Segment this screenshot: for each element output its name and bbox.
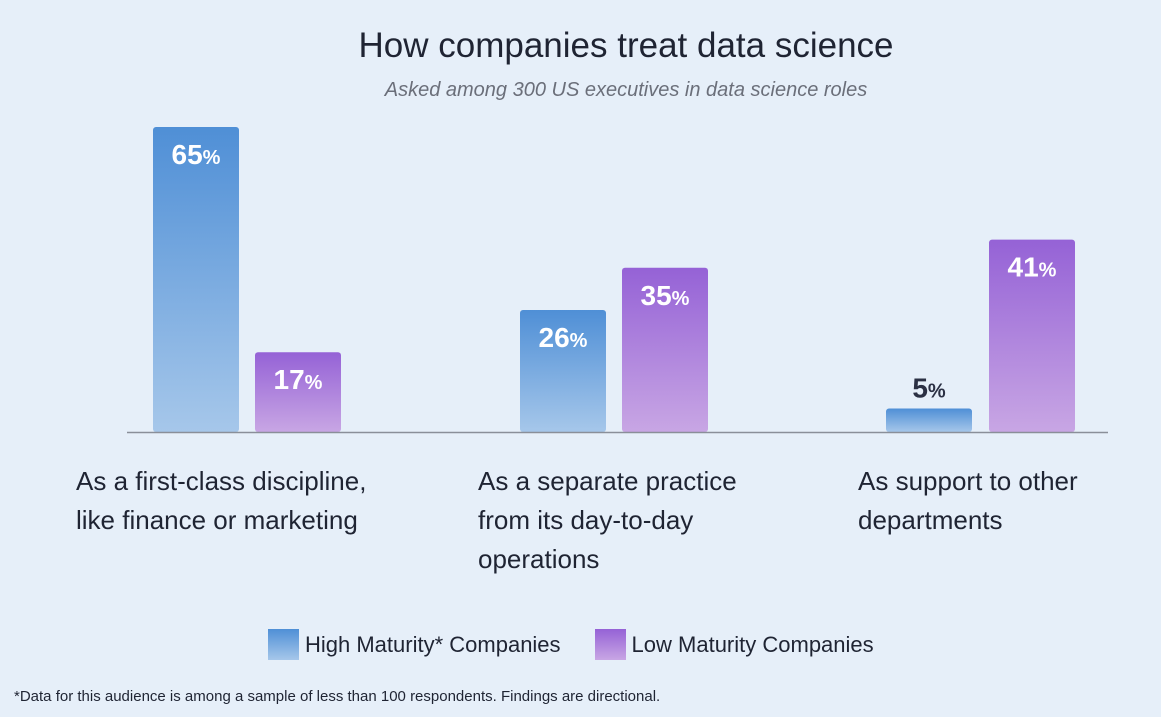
category-label-line: As a separate practice xyxy=(478,466,737,496)
data-label-low-maturity-1: 35% xyxy=(641,280,690,311)
data-label-high-maturity-0: 65% xyxy=(172,139,221,170)
category-label-line: As support to other xyxy=(858,466,1078,496)
data-label-low-maturity-2: 41% xyxy=(1008,252,1057,283)
category-label-line: As a first-class discipline, xyxy=(76,466,367,496)
category-label-0: As a first-class discipline, like financ… xyxy=(76,462,366,540)
bar-low-maturity-1 xyxy=(622,267,708,432)
bar-high-maturity-1 xyxy=(520,310,606,432)
category-label-1: As a separate practice from its day-to-d… xyxy=(478,462,737,579)
legend-swatch-low-maturity xyxy=(594,629,626,660)
chart-title: How companies treat data science xyxy=(358,26,894,65)
chart-subtitle: Asked among 300 US executives in data sc… xyxy=(384,79,868,101)
legend-label-high-maturity: High Maturity* Companies xyxy=(305,631,561,657)
category-label-2: As support to other departments xyxy=(858,462,1078,540)
footnote: *Data for this audience is among a sampl… xyxy=(14,688,661,705)
bar-low-maturity-2 xyxy=(989,239,1075,432)
category-label-line: departments xyxy=(858,505,1003,535)
data-label-low-maturity-0: 17% xyxy=(274,364,323,395)
bar-low-maturity-0 xyxy=(255,352,341,432)
data-label-high-maturity-1: 26% xyxy=(539,322,588,353)
category-label-line: from its day-to-day xyxy=(478,505,694,535)
data-label-high-maturity-2: 5% xyxy=(912,373,946,404)
legend-label-low-maturity: Low Maturity Companies xyxy=(631,631,874,657)
category-label-line: like finance or marketing xyxy=(76,505,358,535)
bar-high-maturity-2 xyxy=(886,408,972,432)
legend-item-low-maturity: Low Maturity Companies xyxy=(594,629,874,660)
legend-item-high-maturity: High Maturity* Companies xyxy=(268,629,561,660)
category-label-line: operations xyxy=(478,544,600,574)
legend: High Maturity* Companies Low Maturity Co… xyxy=(268,629,908,660)
bar-high-maturity-0 xyxy=(153,127,239,432)
legend-swatch-high-maturity xyxy=(268,629,299,660)
